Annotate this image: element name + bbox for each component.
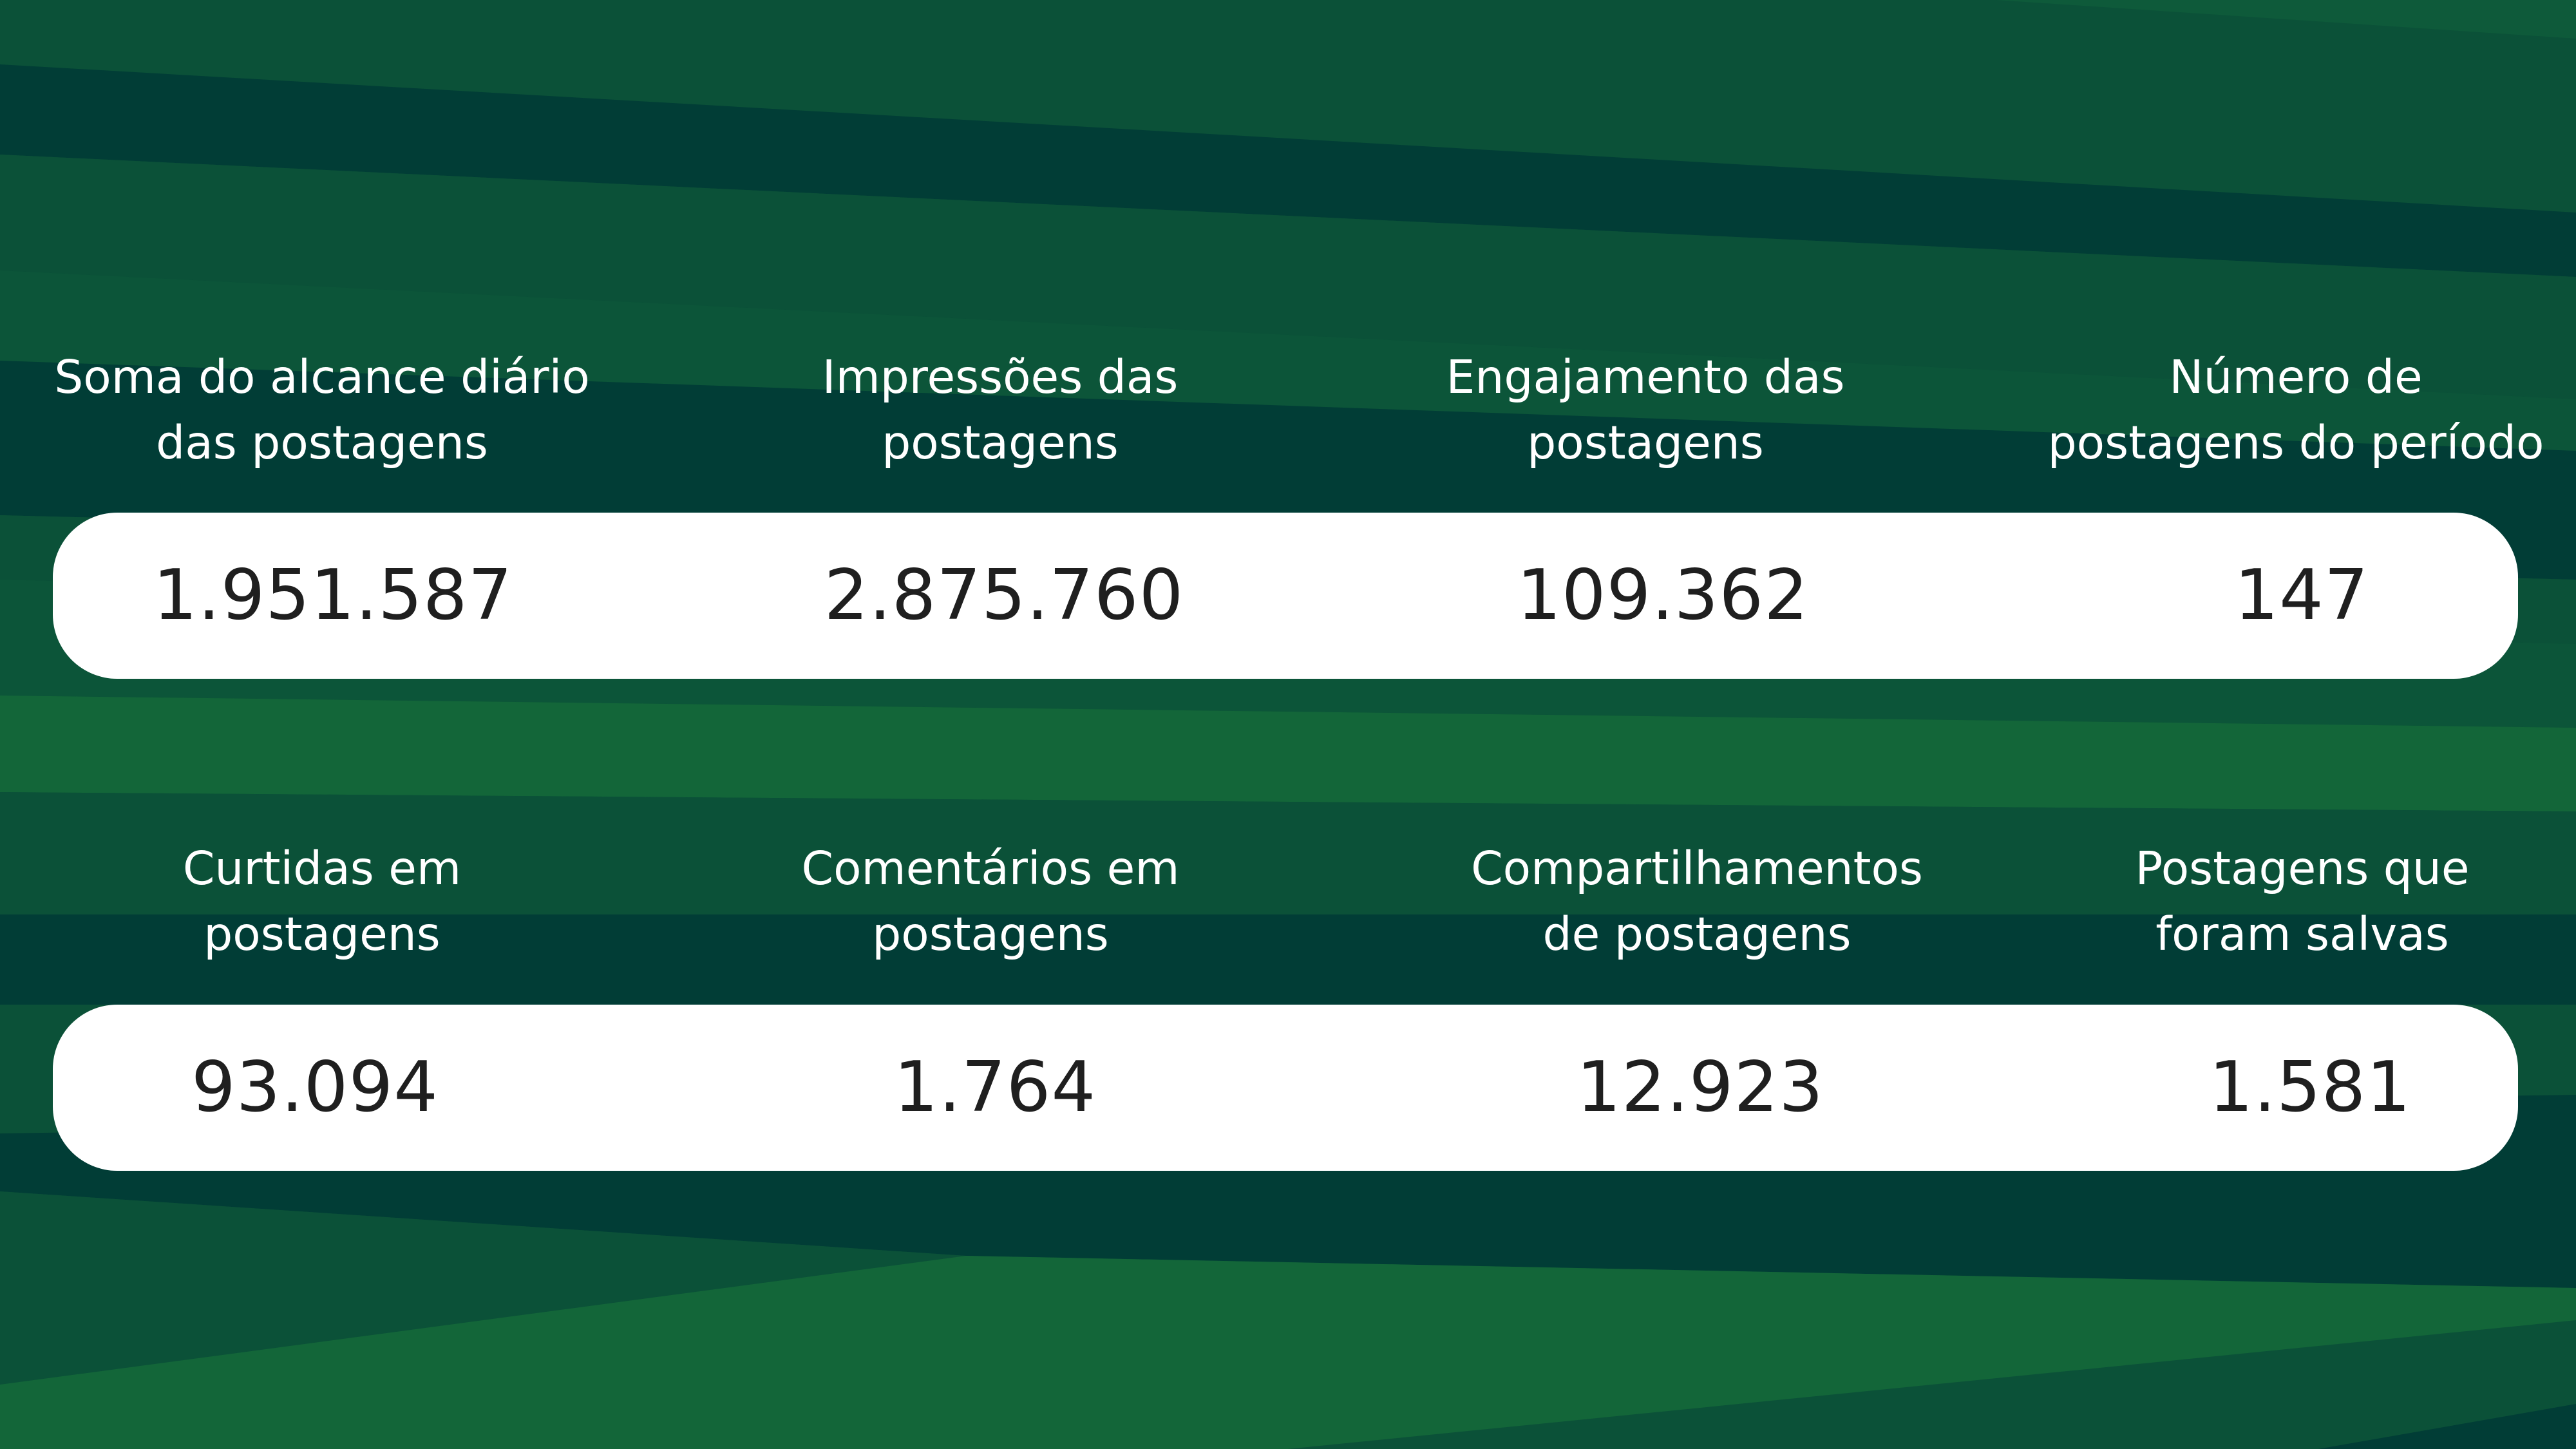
label-comments: Comentários em postagens: [668, 836, 1312, 967]
label-line: Número de: [2169, 350, 2423, 404]
label-line: Impressões das: [822, 350, 1179, 404]
metrics-panel-top: 1.951.587 2.875.760 109.362 147: [53, 513, 2518, 679]
label-line: postagens: [882, 416, 1119, 469]
label-line: foram salvas: [2155, 907, 2449, 961]
value-engagement: 109.362: [1517, 555, 1809, 636]
label-line: Curtidas em: [182, 842, 462, 895]
label-likes: Curtidas em postagens: [0, 836, 644, 967]
label-post-count: Número de postagens do período: [1974, 345, 2576, 476]
label-saves: Postagens que foram salvas: [1980, 836, 2576, 967]
label-line: Postagens que: [2135, 842, 2470, 895]
label-line: postagens: [204, 907, 440, 961]
value-shares: 12.923: [1577, 1047, 1824, 1128]
metrics-panel-bottom: 93.094 1.764 12.923 1.581: [53, 1005, 2518, 1171]
label-line: das postagens: [156, 416, 488, 469]
value-daily-reach: 1.951.587: [153, 555, 513, 636]
label-line: Soma do alcance diário: [54, 350, 590, 404]
label-line: Comentários em: [801, 842, 1180, 895]
label-shares: Compartilhamentos de postagens: [1375, 836, 2019, 967]
label-line: postagens: [1527, 416, 1764, 469]
value-impressions: 2.875.760: [824, 555, 1184, 636]
label-line: postagens: [872, 907, 1109, 961]
label-line: postagens do período: [2047, 416, 2544, 469]
value-comments: 1.764: [893, 1047, 1097, 1128]
label-line: Compartilhamentos: [1471, 842, 1923, 895]
value-post-count: 147: [2234, 555, 2369, 636]
label-impressions: Impressões das postagens: [678, 345, 1322, 476]
value-likes: 93.094: [191, 1047, 439, 1128]
label-engagement: Engajamento das postagens: [1323, 345, 1967, 476]
value-saves: 1.581: [2208, 1047, 2412, 1128]
label-daily-reach: Soma do alcance diário das postagens: [0, 345, 644, 476]
label-line: de postagens: [1542, 907, 1852, 961]
label-line: Engajamento das: [1446, 350, 1845, 404]
